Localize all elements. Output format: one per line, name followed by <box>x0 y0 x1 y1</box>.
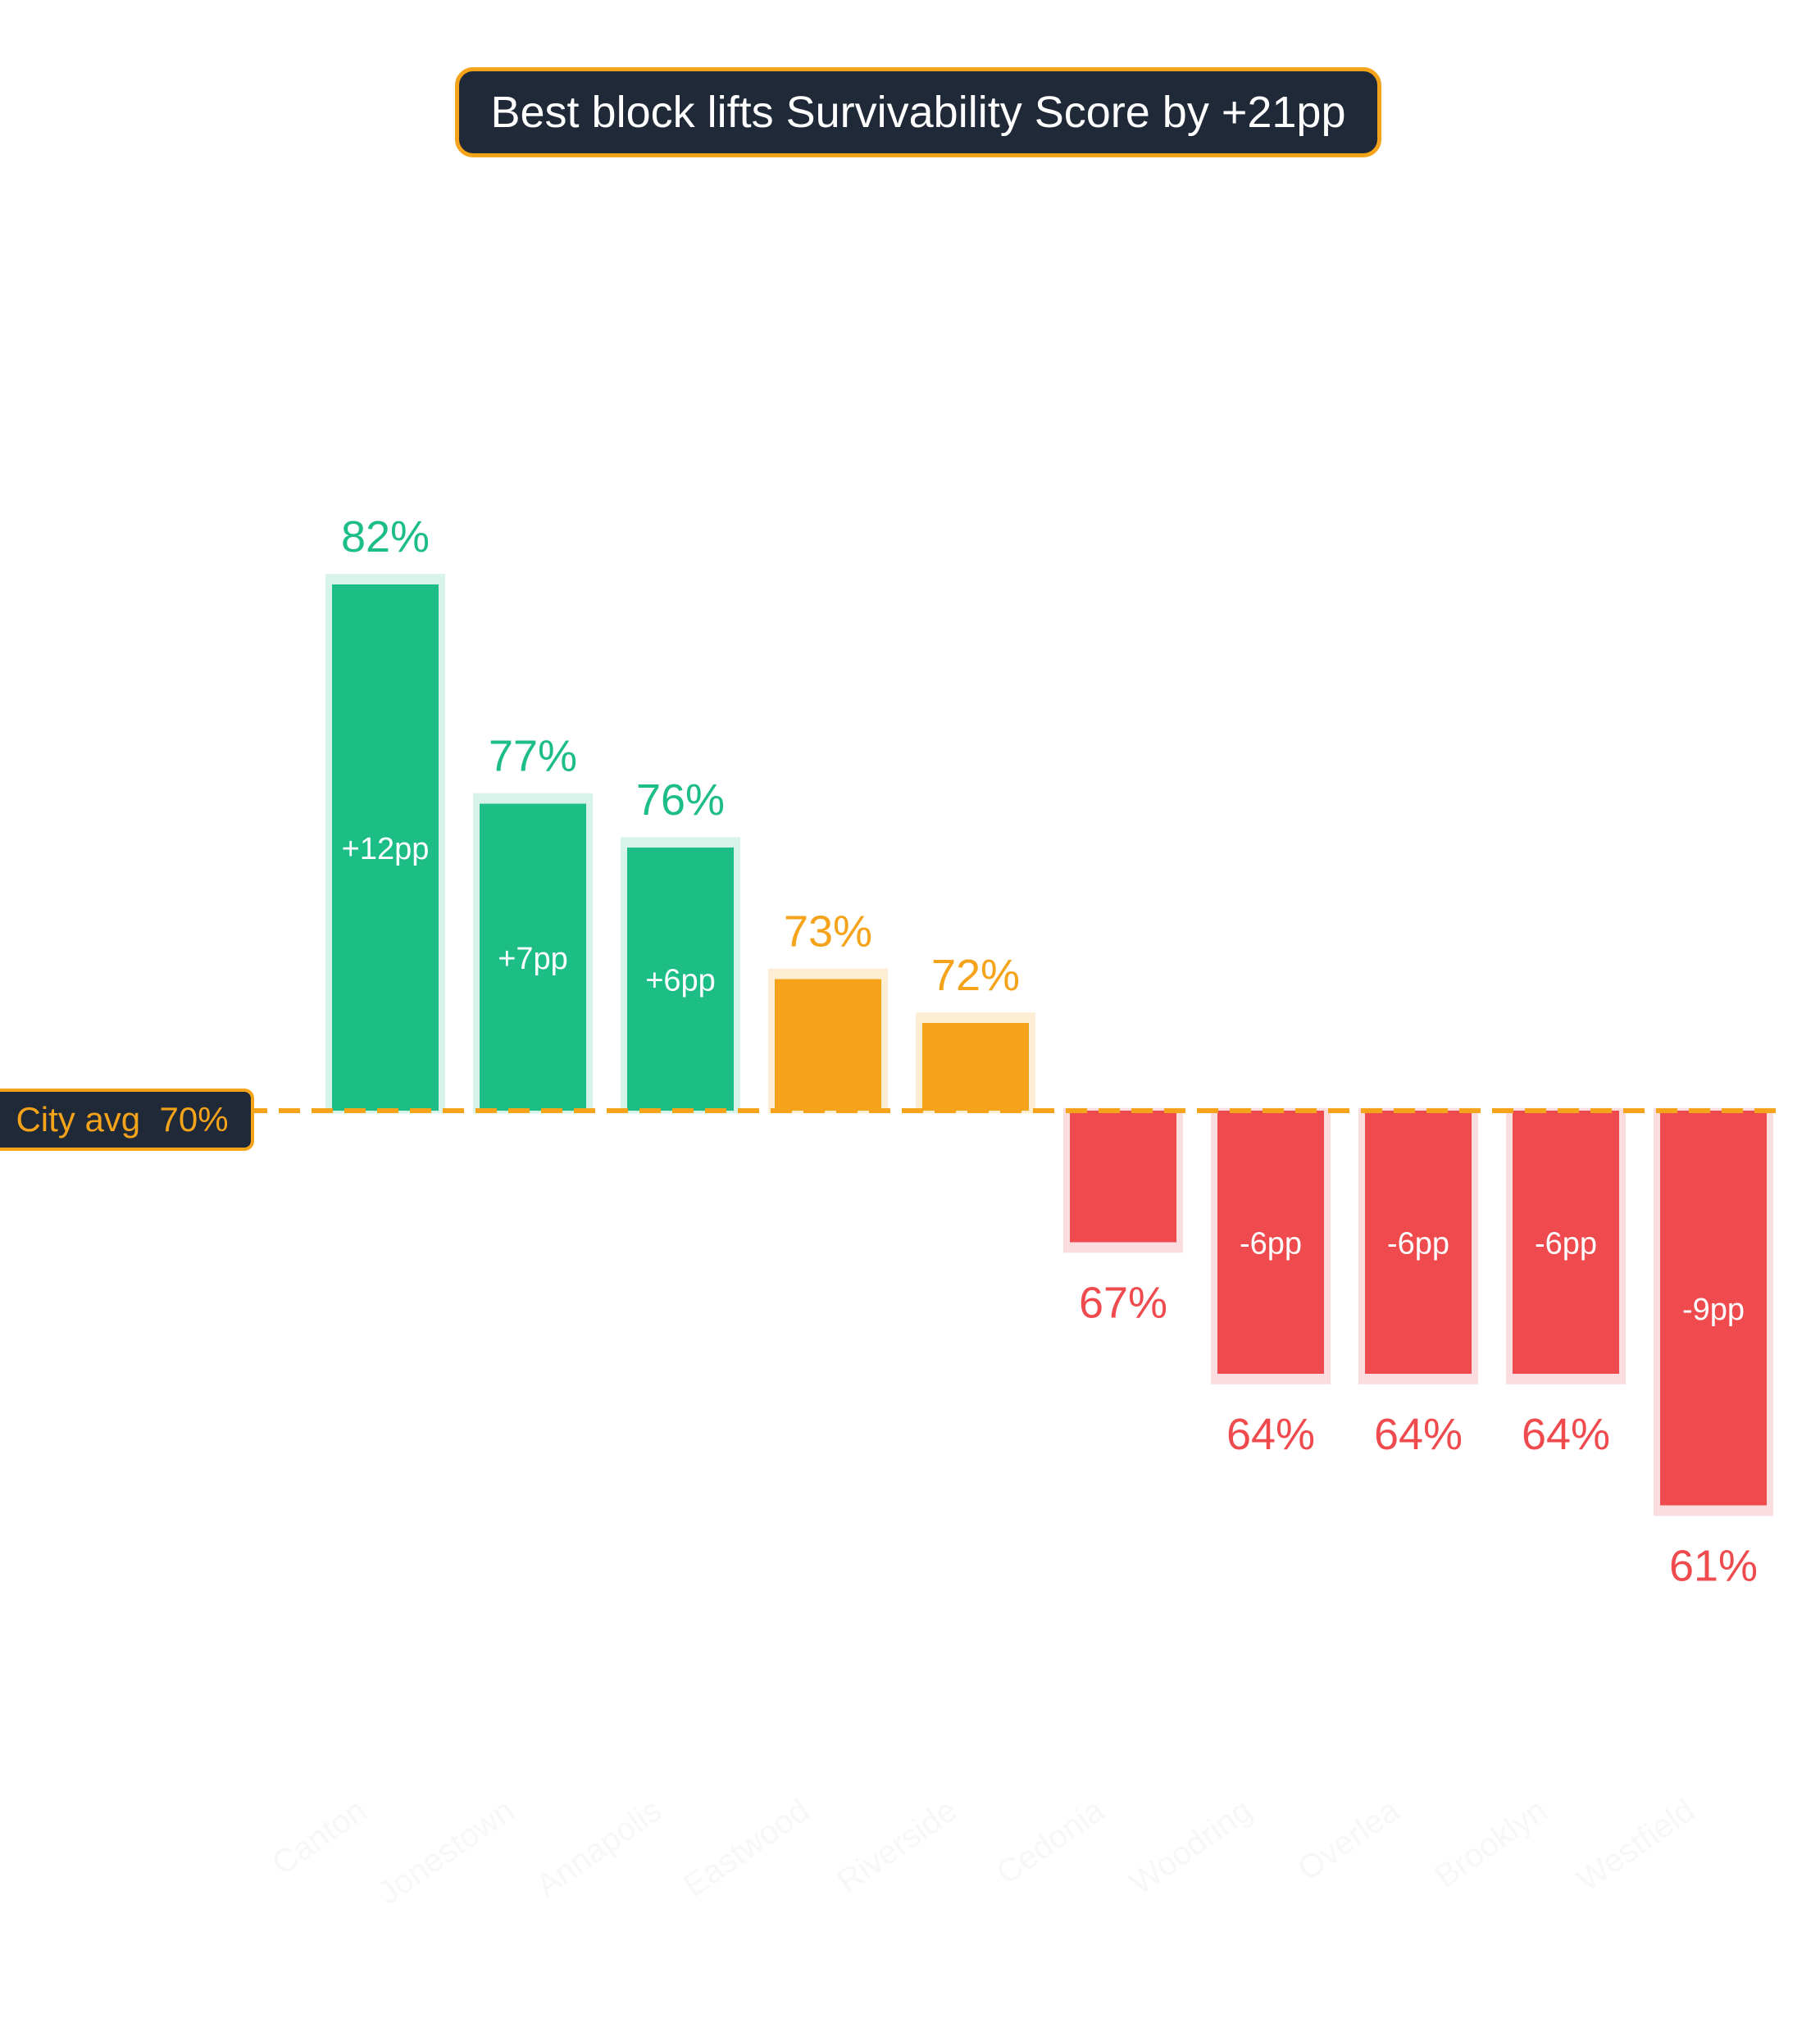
category-tick-label: Brooklyn <box>1428 1792 1554 1894</box>
category-tick-label: Westfield <box>1571 1792 1701 1898</box>
category-tick-label: Annapolis <box>530 1792 668 1904</box>
value-label: 76% <box>636 775 725 825</box>
delta-label: -6pp <box>1387 1227 1449 1261</box>
bar-cedonia <box>1070 1111 1176 1243</box>
category-tick-label: Canton <box>266 1792 373 1882</box>
city-average-label: City avg 70% <box>0 1089 254 1151</box>
bar-eastwood <box>775 979 881 1111</box>
value-label: 77% <box>489 732 577 781</box>
delta-label: +7pp <box>498 942 568 976</box>
value-label: 72% <box>931 951 1020 1000</box>
delta-label: -9pp <box>1682 1293 1745 1327</box>
reference-line-value: 70% <box>159 1100 229 1139</box>
value-label: 64% <box>1226 1410 1315 1459</box>
delta-label: -6pp <box>1535 1227 1597 1261</box>
delta-label: -6pp <box>1240 1227 1302 1261</box>
chart-title: Best block lifts Survivability Score by … <box>455 67 1381 157</box>
category-tick-label: Woodring <box>1123 1792 1258 1902</box>
category-tick-label: Cedonia <box>990 1792 1112 1892</box>
category-tick-label: Riverside <box>830 1792 963 1900</box>
category-tick-label: Overlea <box>1291 1792 1407 1888</box>
value-label: 73% <box>784 907 872 957</box>
bar-overlea <box>1365 1111 1472 1374</box>
bar-riverside <box>922 1023 1029 1111</box>
reference-line-label: City avg <box>16 1100 141 1139</box>
value-label: 82% <box>341 512 430 561</box>
value-label: 64% <box>1374 1410 1463 1459</box>
value-label: 61% <box>1669 1542 1758 1591</box>
bar-jonestown <box>480 803 586 1111</box>
bar-westfield <box>1660 1111 1767 1506</box>
delta-label: +6pp <box>645 964 716 998</box>
bar-brooklyn <box>1513 1111 1619 1374</box>
category-tick-label: Eastwood <box>677 1792 816 1904</box>
bar-woodring <box>1217 1111 1324 1374</box>
category-tick-label: Jonestown <box>371 1792 521 1911</box>
value-label: 67% <box>1079 1279 1167 1328</box>
delta-label: +12pp <box>342 832 430 866</box>
value-label: 64% <box>1522 1410 1610 1459</box>
bar-canton <box>332 584 439 1111</box>
bar-annapolis <box>627 848 734 1111</box>
